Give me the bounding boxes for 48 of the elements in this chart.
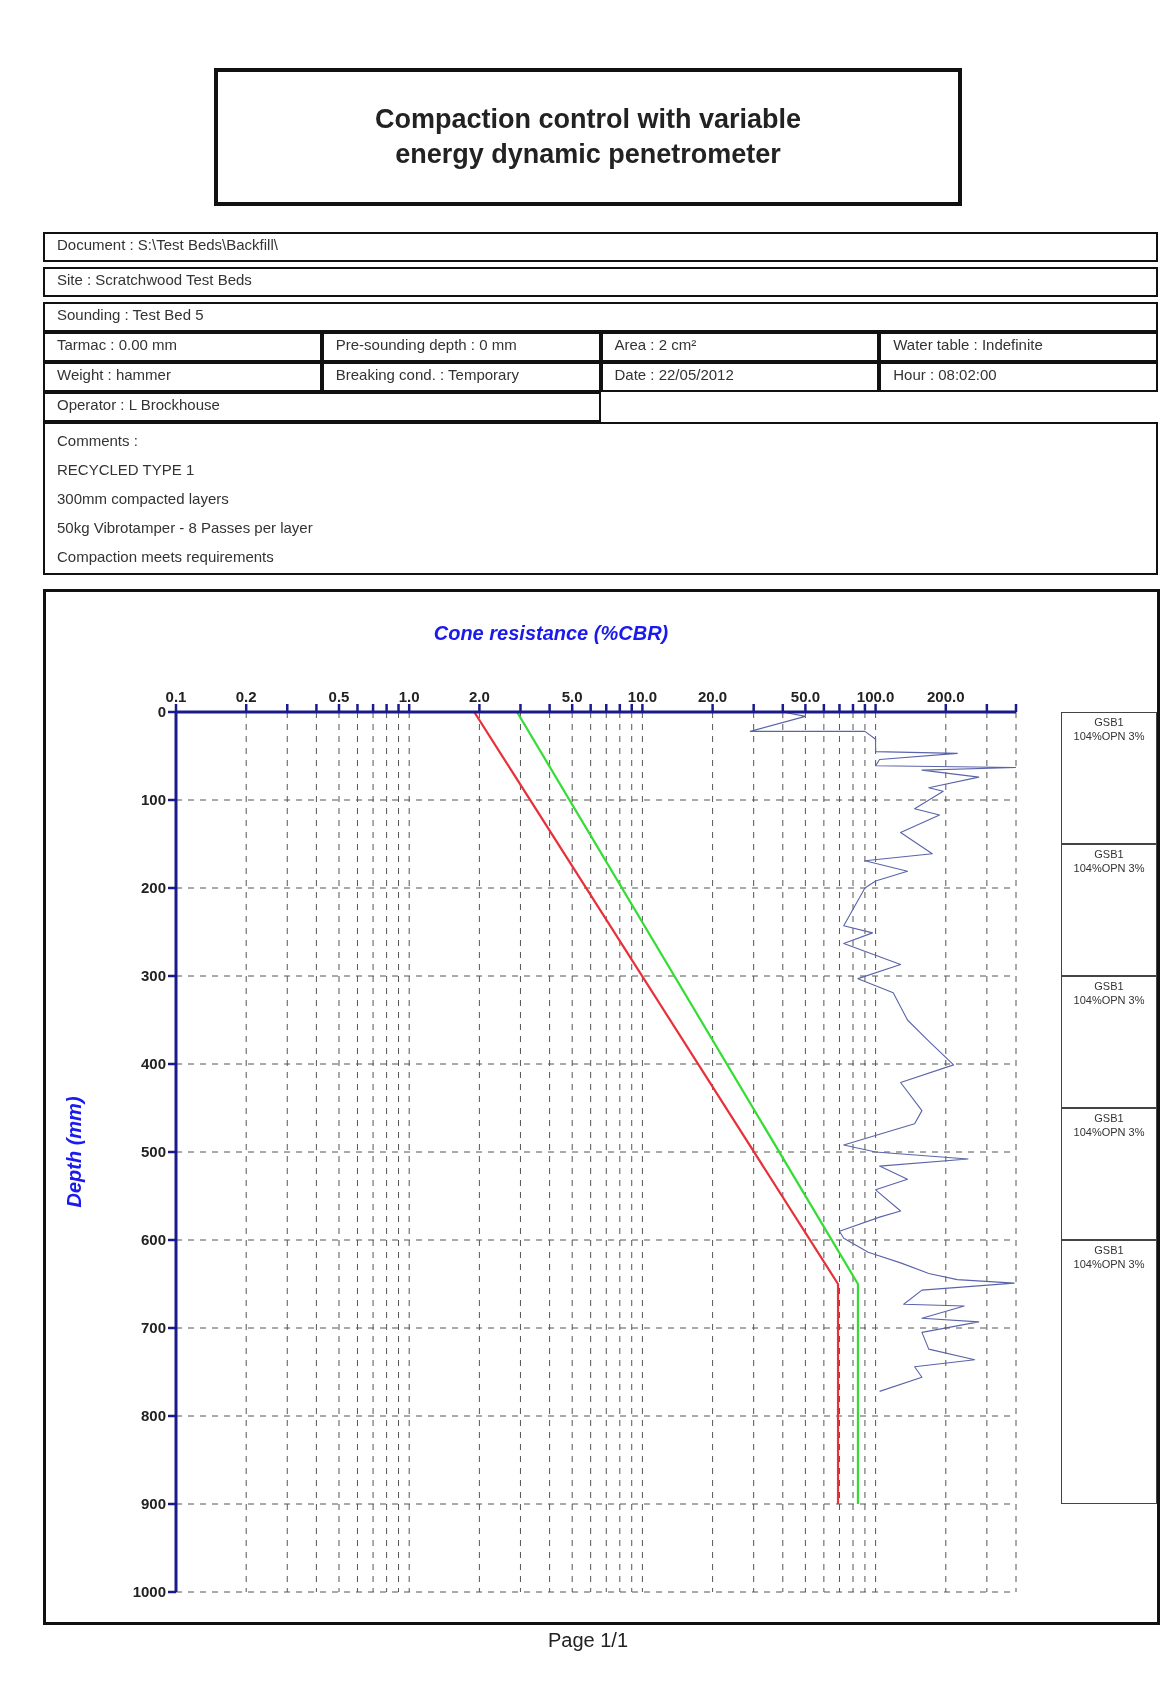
text: Hour : 08:02:00 bbox=[879, 362, 1158, 393]
text: Document : S:\Test Beds\Backfill\ bbox=[43, 232, 1158, 263]
x-tick-label: 50.0 bbox=[790, 688, 820, 706]
y-tick-label: 400 bbox=[140, 1055, 166, 1073]
text: 300mm compacted layers bbox=[57, 489, 230, 510]
text: Comments : bbox=[57, 431, 139, 452]
y-tick-label: 100 bbox=[140, 791, 166, 809]
y-tick-label: 200 bbox=[140, 879, 166, 897]
x-tick-label: 100.0 bbox=[856, 688, 895, 706]
text: Compaction meets requirements bbox=[57, 547, 275, 568]
x-tick-label: 10.0 bbox=[627, 688, 657, 706]
x-tick-label: 0.2 bbox=[235, 688, 257, 706]
x-axis-title: Cone resistance (%CBR) bbox=[432, 622, 670, 646]
layer-box: GSB1 104%OPN 3% bbox=[1061, 1108, 1157, 1241]
x-tick-label: 0.1 bbox=[165, 688, 187, 706]
x-tick-label: 0.5 bbox=[328, 688, 350, 706]
text: Water table : Indefinite bbox=[879, 332, 1158, 363]
text: Breaking cond. : Temporary bbox=[321, 362, 601, 393]
layer-box: GSB1 104%OPN 3% bbox=[1061, 1240, 1157, 1505]
text: 50kg Vibrotamper - 8 Passes per layer bbox=[57, 518, 314, 539]
chart-title: Compaction control with variable energy dynamic penetrometer bbox=[373, 103, 803, 172]
text: Date : 22/05/2012 bbox=[600, 362, 880, 393]
text: Area : 2 cm² bbox=[600, 332, 880, 363]
y-tick-label: 900 bbox=[140, 1495, 166, 1513]
text: Sounding : Test Bed 5 bbox=[43, 302, 1158, 333]
y-tick-label: 500 bbox=[140, 1143, 166, 1161]
layer-box: GSB1 104%OPN 3% bbox=[1061, 712, 1157, 845]
y-axis-title: Depth (mm) bbox=[63, 1096, 86, 1208]
x-tick-label: 1.0 bbox=[398, 688, 420, 706]
x-tick-label: 200.0 bbox=[927, 688, 965, 706]
text: Weight : hammer bbox=[43, 362, 322, 393]
text: RECYCLED TYPE 1 bbox=[57, 460, 196, 481]
layer-box: GSB1 104%OPN 3% bbox=[1061, 844, 1157, 977]
y-tick-label: 0 bbox=[157, 703, 166, 721]
y-tick-label: 600 bbox=[140, 1231, 166, 1249]
y-tick-label: 800 bbox=[140, 1407, 166, 1425]
text: Operator : L Brockhouse bbox=[43, 392, 601, 423]
y-tick-label: 1000 bbox=[132, 1583, 166, 1601]
x-tick-label: 5.0 bbox=[561, 688, 583, 706]
y-tick-label: 300 bbox=[140, 967, 166, 985]
text: Page 1/1 bbox=[547, 1629, 629, 1652]
text: Pre-sounding depth : 0 mm bbox=[321, 332, 601, 363]
layer-box: GSB1 104%OPN 3% bbox=[1061, 976, 1157, 1109]
x-tick-label: 20.0 bbox=[698, 688, 728, 706]
x-tick-label: 2.0 bbox=[468, 688, 490, 706]
y-tick-label: 700 bbox=[140, 1319, 166, 1337]
text: Tarmac : 0.00 mm bbox=[43, 332, 322, 363]
text: Site : Scratchwood Test Beds bbox=[43, 267, 1158, 298]
